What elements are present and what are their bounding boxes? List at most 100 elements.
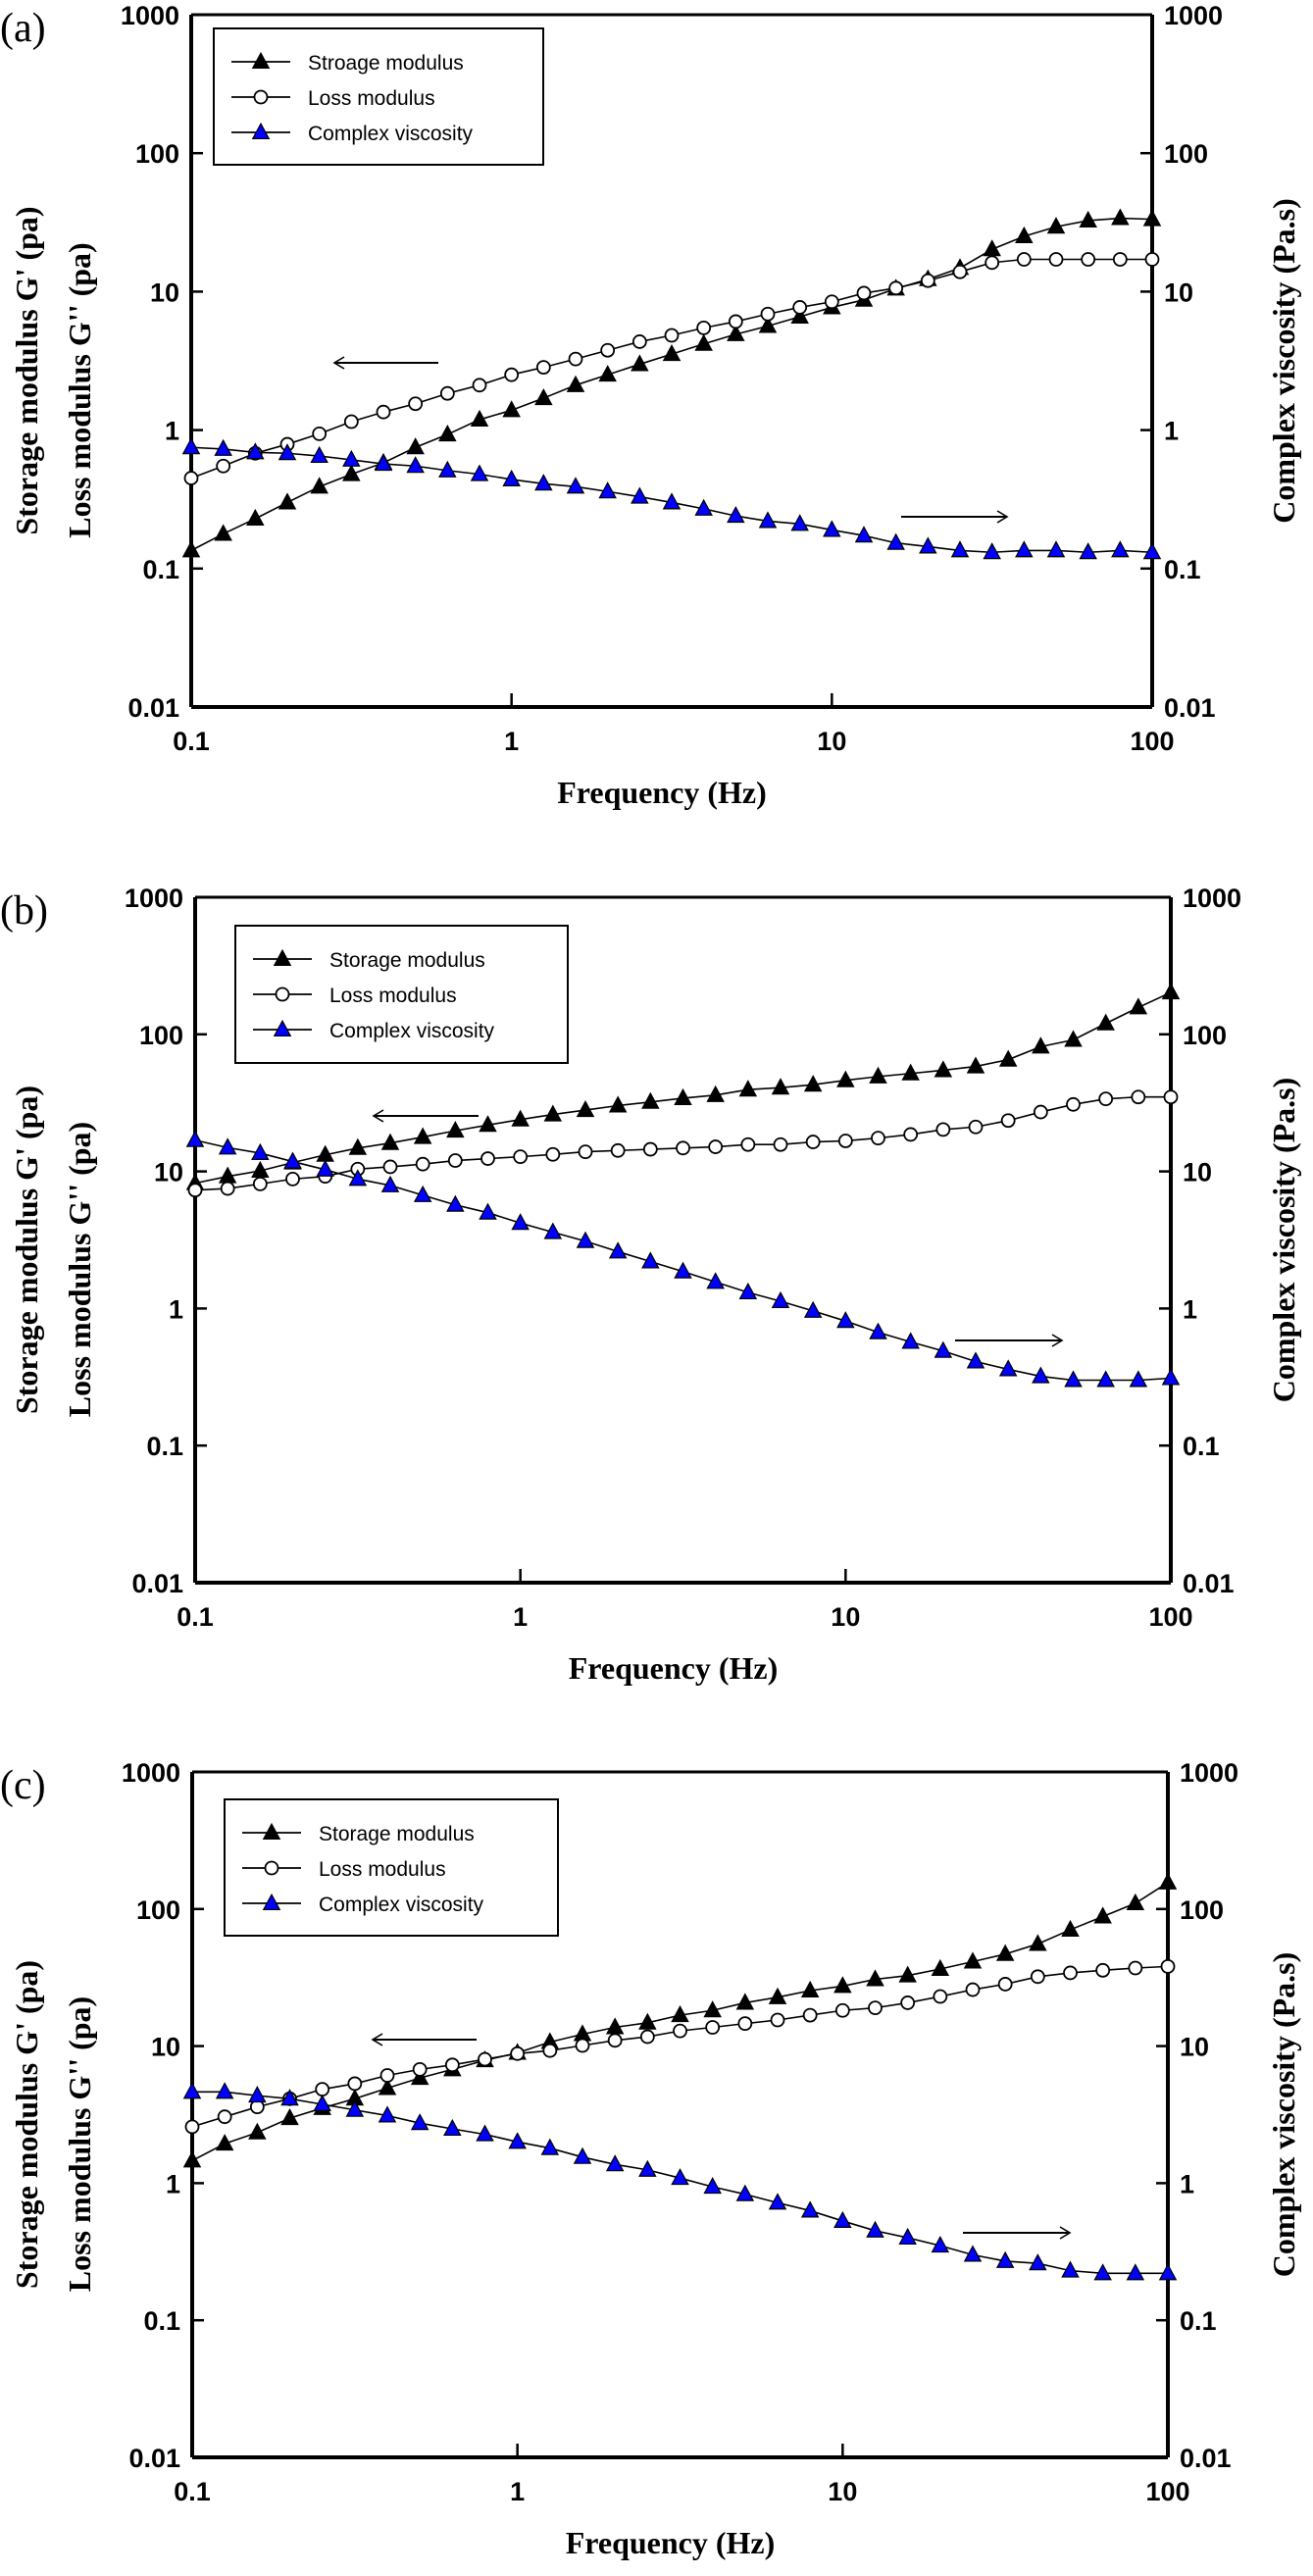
data-point [919,536,937,554]
data-point [674,1087,692,1105]
y-tick-label-right: 10 [1164,278,1193,307]
legend-marker-icon [251,122,271,140]
data-point [181,437,201,455]
data-point [727,506,745,524]
data-point [184,2119,200,2135]
y-tick-label-right: 0.01 [1183,1569,1235,1598]
legend-label: Storage modulus [319,1823,475,1845]
data-point [543,1222,563,1239]
data-point [1064,1030,1083,1047]
data-point [934,1340,953,1358]
data-point [480,1151,495,1166]
data-point [903,1127,919,1142]
data-point [345,2099,365,2117]
data-point [998,1049,1018,1067]
data-point [901,1332,920,1349]
data-point [900,1995,916,2010]
legend-marker-icon [253,89,269,105]
data-point [933,1989,948,2004]
y-tick-label-right: 1000 [1180,1758,1238,1788]
data-point [728,314,743,329]
y-axis-title-right: Complex viscosity (Pa.s) [1266,1078,1301,1403]
data-point [182,2150,202,2168]
data-point [285,1171,300,1187]
data-point [513,1149,529,1165]
data-point [1000,1113,1016,1129]
data-point [1142,209,1162,227]
data-point [888,280,904,296]
y-tick-label-left: 0.01 [127,693,179,723]
data-point [413,1127,432,1144]
data-point [1093,2263,1112,2281]
data-point [576,1231,595,1248]
y-axis-title-left-storage: Storage modulus G' (pa) [9,1960,44,2289]
data-point [968,1119,984,1135]
data-point [543,1104,563,1122]
data-point [868,2000,883,2016]
data-point [823,520,841,537]
data-point [770,2012,785,2028]
data-point [803,1300,823,1318]
y-tick-label-left: 0.01 [128,2444,180,2473]
y-tick-label-left: 100 [135,139,179,169]
data-point [218,1137,237,1155]
series-complex-viscosity [182,2082,1178,2281]
data-point [380,1175,400,1192]
data-point [1095,1962,1111,1978]
data-point [446,1121,465,1138]
y-tick-label-right: 0.1 [1164,555,1201,584]
data-point [1015,540,1034,558]
data-point [836,1070,855,1087]
y-tick-label-left: 100 [139,1021,183,1050]
data-point [534,387,553,406]
data-point [248,2086,267,2103]
data-point [706,1272,725,1289]
data-point [790,306,809,324]
data-point [995,2250,1015,2268]
arrow-right-axis [901,510,1009,524]
data-point [802,2007,818,2023]
data-point [866,1969,884,1987]
data-point [578,1144,593,1160]
series-loss-modulus [187,1089,1179,1198]
data-point [833,2210,852,2228]
data-point [406,437,425,455]
data-point [380,1133,400,1150]
x-tick-label: 10 [817,727,846,756]
data-point [348,1169,368,1187]
data-point [790,514,809,531]
x-tick-label: 1 [513,1602,528,1632]
data-point [315,2082,330,2097]
data-point [638,2159,657,2177]
data-point [642,1141,658,1157]
data-point [248,2122,267,2140]
data-point [662,343,682,362]
y-tick-label-right: 10 [1183,1158,1212,1187]
data-point [444,2057,460,2073]
data-point [1046,540,1066,558]
data-point [1161,1368,1181,1386]
data-point [833,1976,852,1994]
data-point [181,540,201,558]
legend-label: Loss modulus [308,87,435,110]
data-point [934,1060,953,1078]
data-point [662,492,682,510]
data-point [1129,997,1148,1015]
data-point [342,449,361,467]
data-point [898,1965,917,1983]
data-point [837,1134,853,1148]
data-point [610,1142,626,1158]
data-point [997,1977,1013,1992]
data-point [1158,2263,1178,2281]
legend-label: Complex viscosity [308,123,474,145]
data-point [886,532,905,550]
data-point [1158,1872,1178,1890]
data-point [310,477,328,494]
data-point [1079,210,1097,227]
x-tick-label: 1 [510,2477,525,2506]
data-point [898,2227,917,2246]
data-point [1098,1091,1114,1107]
data-point [856,285,872,301]
data-point [1046,217,1066,234]
